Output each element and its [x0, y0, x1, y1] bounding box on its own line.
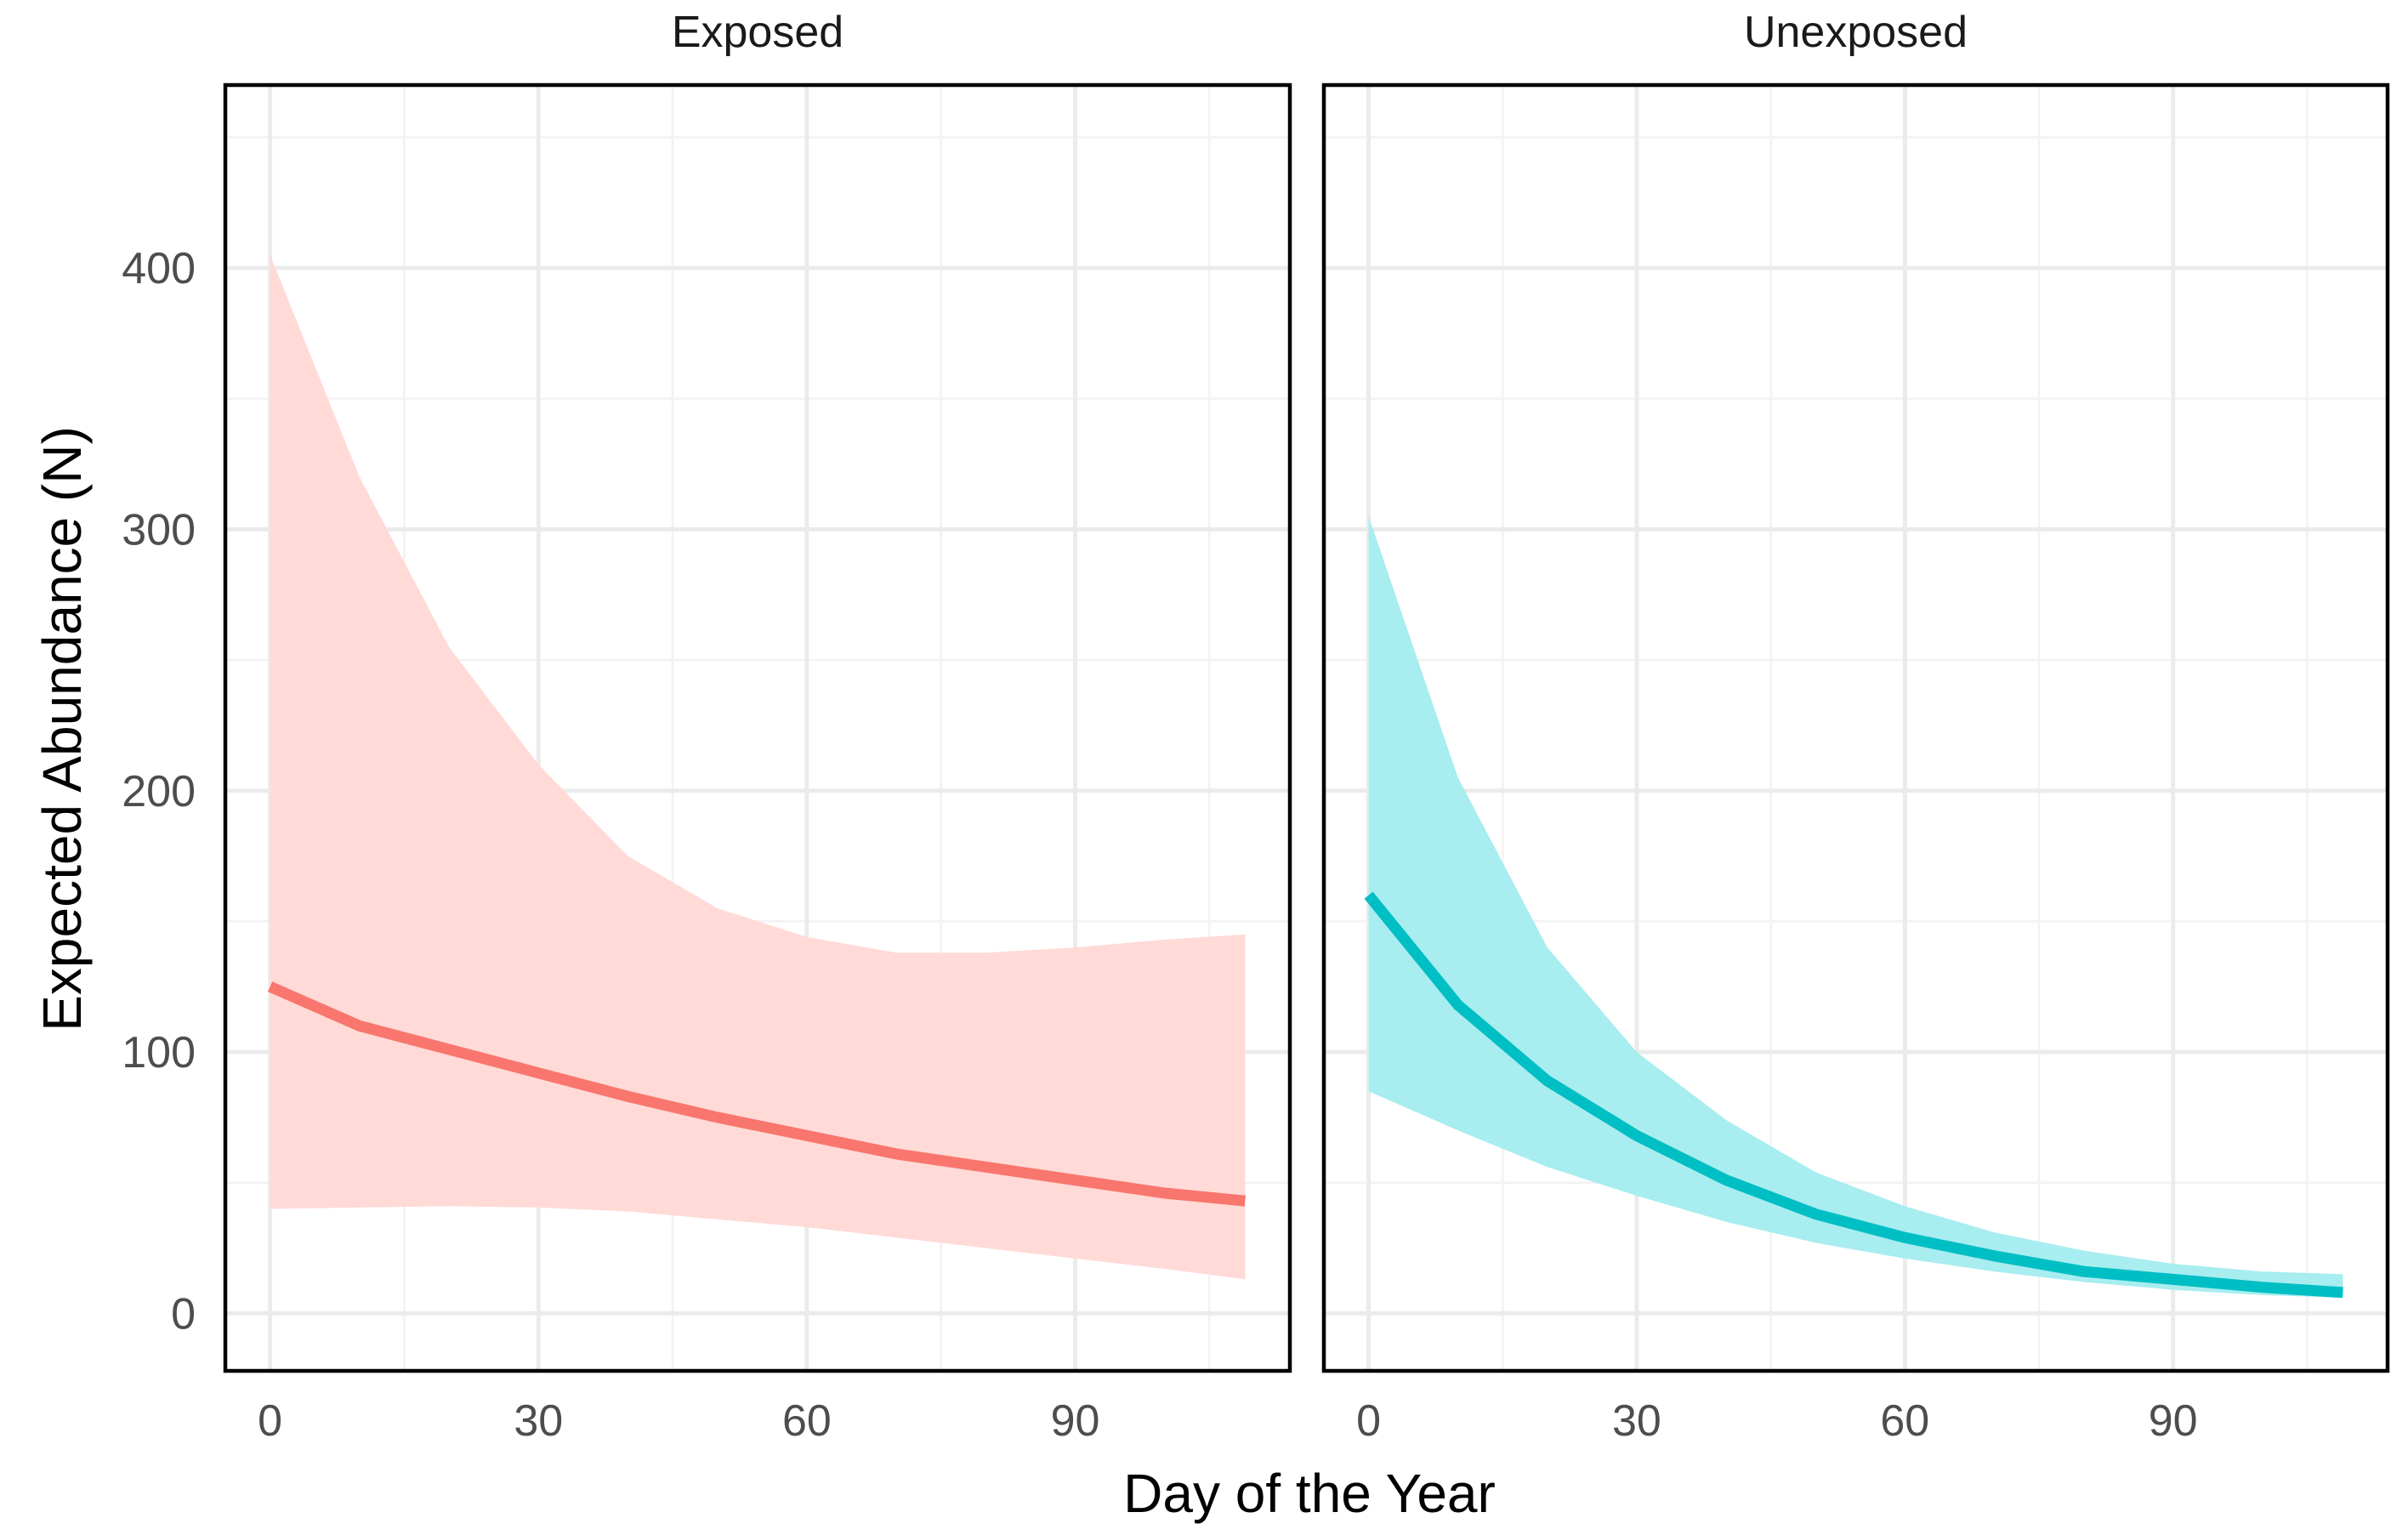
y-tick-label: 200	[122, 767, 196, 816]
exposed-x-tick-label: 90	[1051, 1396, 1100, 1446]
unexposed-strip-label: Unexposed	[1744, 8, 1968, 57]
exposed-x-tick-label: 0	[258, 1396, 282, 1446]
exposed-x-tick-label: 60	[782, 1396, 832, 1446]
panel-unexposed: Unexposed 0 30 60 90	[1321, 8, 2390, 1446]
exposed-x-tick-label: 30	[514, 1396, 563, 1446]
panel-exposed: Exposed 0 30 60 90 0 100 200 300 400	[122, 8, 1292, 1446]
x-axis-title: Day of the Year	[1123, 1463, 1496, 1524]
unexposed-x-tick-label: 30	[1612, 1396, 1661, 1446]
unexposed-panel-border	[1321, 82, 2390, 1373]
y-tick-label: 0	[171, 1289, 196, 1339]
unexposed-fitted-line	[1364, 891, 2343, 1299]
exposed-confidence-ribbon	[270, 254, 1246, 1280]
y-tick-label: 400	[122, 244, 196, 293]
exposed-strip-label: Exposed	[672, 8, 843, 57]
exposed-panel-border	[223, 82, 1292, 1373]
unexposed-x-tick-label: 60	[1880, 1396, 1929, 1446]
unexposed-confidence-ribbon	[1368, 516, 2343, 1298]
unexposed-x-tick-label: 90	[2149, 1396, 2198, 1446]
y-tick-label: 100	[122, 1028, 196, 1077]
y-tick-label: 300	[122, 505, 196, 554]
y-axis-title: Expected Abundance (N)	[31, 426, 93, 1032]
exposed-fitted-line	[267, 981, 1247, 1207]
unexposed-x-tick-label: 0	[1356, 1396, 1381, 1446]
